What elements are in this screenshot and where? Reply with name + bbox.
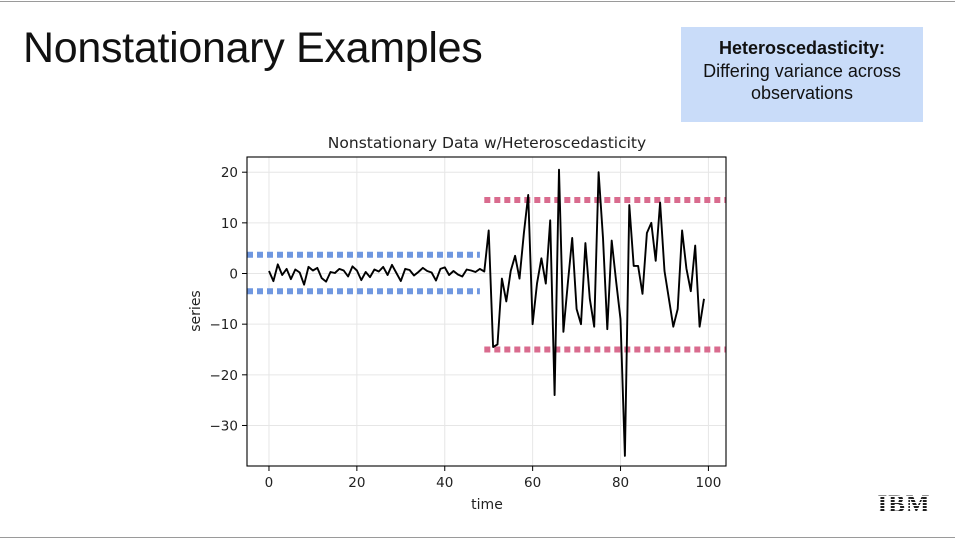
- y-axis-label: series: [188, 290, 204, 331]
- x-tick-label: 40: [436, 475, 453, 491]
- y-tick-label: −10: [210, 317, 239, 333]
- x-tick-label: 100: [696, 475, 722, 491]
- chart-title: Nonstationary Data w/Heteroscedasticity: [328, 134, 646, 152]
- bottom-rule: [0, 537, 955, 538]
- top-rule: [0, 1, 955, 2]
- series-line: [268, 168, 705, 457]
- series-layer: [268, 168, 705, 457]
- callout-body: Differing variance across observations: [703, 61, 901, 103]
- heteroscedasticity-callout: Heteroscedasticity: Differing variance a…: [681, 27, 923, 122]
- y-tick-label: 20: [221, 165, 238, 181]
- x-axis-label: time: [471, 497, 503, 513]
- y-tick-label: −30: [210, 418, 239, 434]
- grid-layer: [247, 157, 726, 466]
- band-layer: [247, 197, 726, 353]
- y-tick-label: 0: [229, 267, 238, 283]
- x-tick-label: 60: [524, 475, 541, 491]
- plot-frame: [246, 156, 727, 467]
- slide-title: Nonstationary Examples: [23, 24, 483, 72]
- svg-text:IBM: IBM: [878, 491, 931, 515]
- callout-title: Heteroscedasticity:: [718, 38, 886, 58]
- x-tick-label: 0: [265, 475, 274, 491]
- y-tick-label: −20: [210, 368, 239, 384]
- y-tick-label: 10: [221, 216, 238, 232]
- ibm-logo: IBM: [878, 491, 931, 515]
- x-tick-label: 20: [348, 475, 365, 491]
- x-tick-label: 80: [612, 475, 629, 491]
